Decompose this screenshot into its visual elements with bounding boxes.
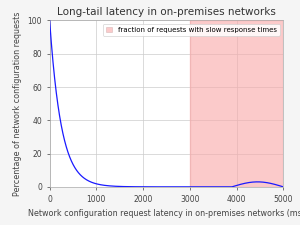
Title: Long-tail latency in on-premises networks: Long-tail latency in on-premises network… [57, 7, 276, 17]
X-axis label: Network configuration request latency in on-premises networks (ms): Network configuration request latency in… [28, 209, 300, 218]
Y-axis label: Percentage of network configuration requests: Percentage of network configuration requ… [13, 11, 22, 196]
Legend: fraction of requests with slow response times: fraction of requests with slow response … [103, 24, 280, 36]
Bar [190, 20, 283, 187]
